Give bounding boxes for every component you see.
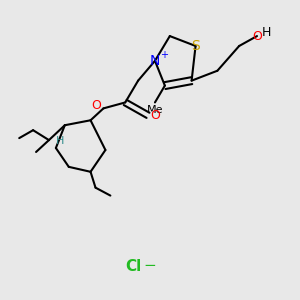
- Text: H: H: [56, 136, 64, 146]
- Text: Cl: Cl: [125, 260, 141, 274]
- Text: O: O: [252, 30, 262, 43]
- Text: +: +: [160, 50, 168, 60]
- Text: O: O: [150, 109, 160, 122]
- Text: −: −: [144, 258, 156, 273]
- Text: S: S: [191, 39, 200, 53]
- Text: Me: Me: [147, 105, 163, 116]
- Text: O: O: [92, 99, 101, 112]
- Text: N: N: [150, 54, 160, 68]
- Text: H: H: [262, 26, 272, 39]
